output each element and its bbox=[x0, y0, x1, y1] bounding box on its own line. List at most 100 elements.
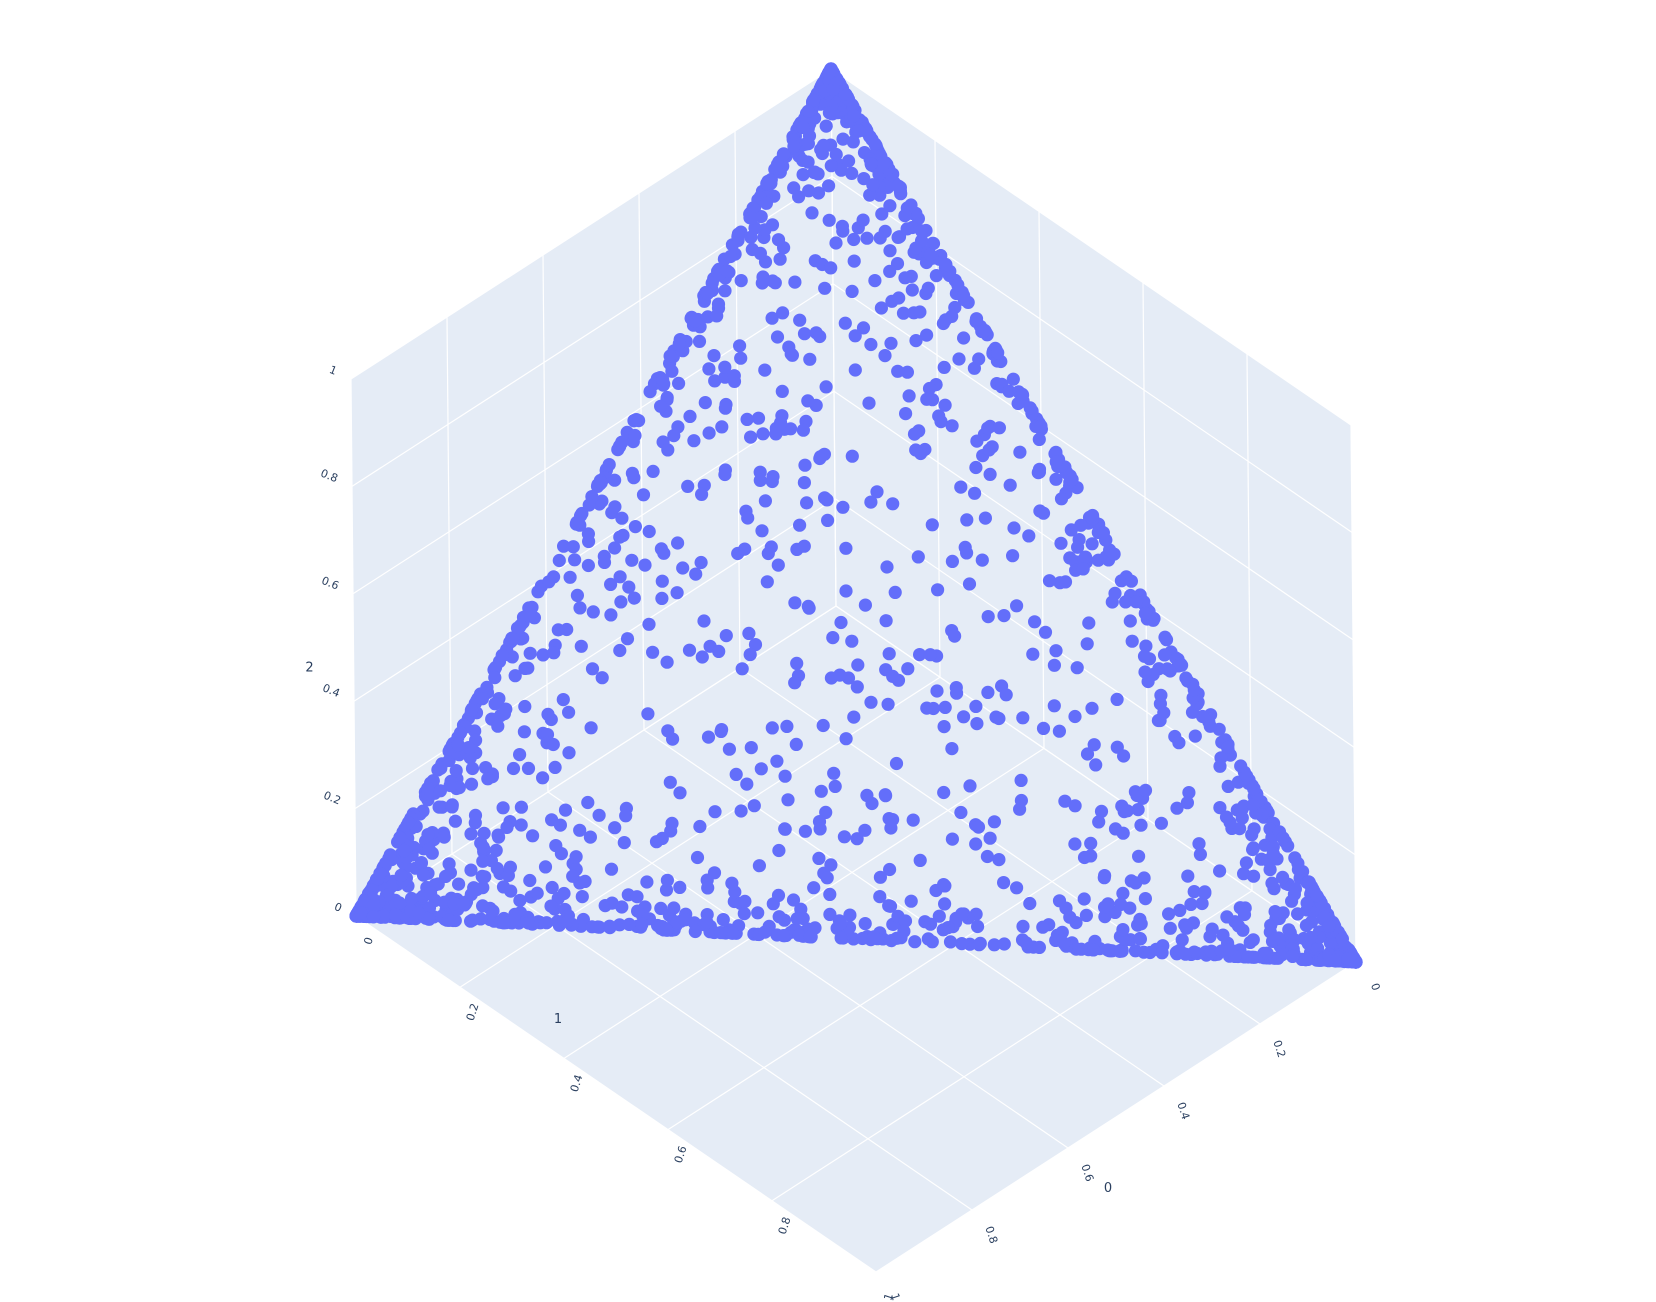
data-point bbox=[506, 761, 521, 776]
data-point bbox=[1006, 549, 1020, 563]
data-point bbox=[1260, 946, 1274, 960]
data-point bbox=[521, 916, 536, 930]
data-point bbox=[569, 850, 583, 864]
data-point bbox=[923, 917, 938, 931]
data-point bbox=[915, 234, 929, 248]
data-point bbox=[1138, 665, 1152, 679]
data-point bbox=[499, 702, 513, 716]
data-point bbox=[1240, 769, 1254, 783]
data-point bbox=[838, 316, 852, 330]
data-point bbox=[983, 831, 997, 845]
data-point bbox=[477, 826, 491, 840]
data-point bbox=[786, 893, 801, 907]
data-point bbox=[404, 891, 419, 906]
data-point bbox=[1282, 923, 1296, 937]
data-point bbox=[769, 427, 783, 441]
data-point bbox=[776, 929, 791, 943]
data-point bbox=[836, 132, 850, 146]
data-point bbox=[1015, 387, 1029, 401]
data-point bbox=[1291, 907, 1305, 921]
data-point bbox=[820, 493, 834, 507]
data-point bbox=[913, 853, 927, 868]
data-point bbox=[447, 897, 461, 911]
data-point bbox=[1203, 930, 1217, 944]
data-point bbox=[673, 786, 687, 800]
data-point bbox=[790, 656, 804, 671]
data-point bbox=[816, 138, 831, 152]
data-point bbox=[1003, 478, 1017, 492]
data-point bbox=[828, 779, 842, 794]
data-point bbox=[1265, 876, 1279, 890]
data-point bbox=[1042, 574, 1057, 588]
data-point bbox=[613, 643, 627, 658]
data-point bbox=[655, 574, 669, 588]
data-point bbox=[723, 249, 738, 264]
data-point bbox=[1175, 658, 1189, 672]
data-point bbox=[796, 120, 810, 135]
data-point bbox=[868, 137, 882, 151]
gridline bbox=[734, 130, 741, 669]
data-point bbox=[822, 179, 836, 193]
data-point bbox=[523, 873, 537, 888]
data-point bbox=[766, 274, 780, 288]
data-point bbox=[464, 703, 478, 717]
data-point bbox=[920, 701, 934, 715]
data-point bbox=[562, 746, 576, 760]
data-point bbox=[1016, 711, 1030, 725]
data-point bbox=[969, 837, 983, 851]
data-point bbox=[1084, 836, 1098, 851]
data-point bbox=[845, 634, 859, 648]
data-point bbox=[1192, 837, 1206, 851]
data-point bbox=[1023, 896, 1037, 911]
data-point bbox=[1182, 786, 1196, 800]
data-point bbox=[688, 314, 702, 328]
data-point bbox=[576, 912, 591, 927]
data-point bbox=[802, 601, 816, 615]
data-point bbox=[746, 201, 760, 215]
data-point bbox=[377, 909, 391, 923]
data-point bbox=[1213, 801, 1227, 815]
data-point bbox=[789, 737, 803, 752]
data-point bbox=[670, 586, 684, 600]
data-point bbox=[613, 570, 627, 584]
data-point bbox=[1247, 782, 1261, 796]
data-point bbox=[475, 692, 489, 706]
data-point bbox=[850, 680, 864, 694]
data-point bbox=[765, 721, 779, 735]
tick-label: 0.4 bbox=[568, 1073, 586, 1094]
data-point bbox=[655, 831, 669, 846]
data-point bbox=[1065, 472, 1079, 486]
data-point bbox=[770, 330, 785, 344]
data-point bbox=[1079, 908, 1093, 923]
data-point bbox=[636, 488, 651, 502]
data-point bbox=[788, 275, 802, 289]
data-point bbox=[925, 518, 939, 532]
data-point bbox=[751, 411, 766, 425]
data-point bbox=[710, 309, 724, 323]
data-point bbox=[929, 269, 944, 283]
data-point bbox=[616, 528, 630, 543]
data-point bbox=[908, 935, 922, 949]
data-point bbox=[839, 541, 853, 555]
data-point bbox=[907, 427, 922, 441]
data-point bbox=[770, 157, 785, 171]
data-point bbox=[957, 710, 971, 724]
data-point bbox=[873, 870, 888, 884]
data-point bbox=[851, 658, 865, 672]
data-point bbox=[1120, 804, 1134, 818]
data-point bbox=[1198, 885, 1212, 899]
data-point bbox=[640, 875, 654, 889]
data-point bbox=[491, 719, 505, 733]
data-point bbox=[987, 815, 1002, 829]
data-point bbox=[781, 793, 795, 807]
data-point bbox=[864, 495, 878, 509]
data-point bbox=[1173, 903, 1187, 918]
gridline bbox=[835, 605, 1357, 963]
data-point bbox=[627, 471, 641, 485]
data-point bbox=[923, 247, 937, 262]
data-point bbox=[465, 761, 480, 776]
data-point bbox=[575, 890, 589, 904]
data-point bbox=[960, 513, 974, 527]
data-point bbox=[496, 801, 510, 815]
data-point bbox=[955, 907, 969, 921]
